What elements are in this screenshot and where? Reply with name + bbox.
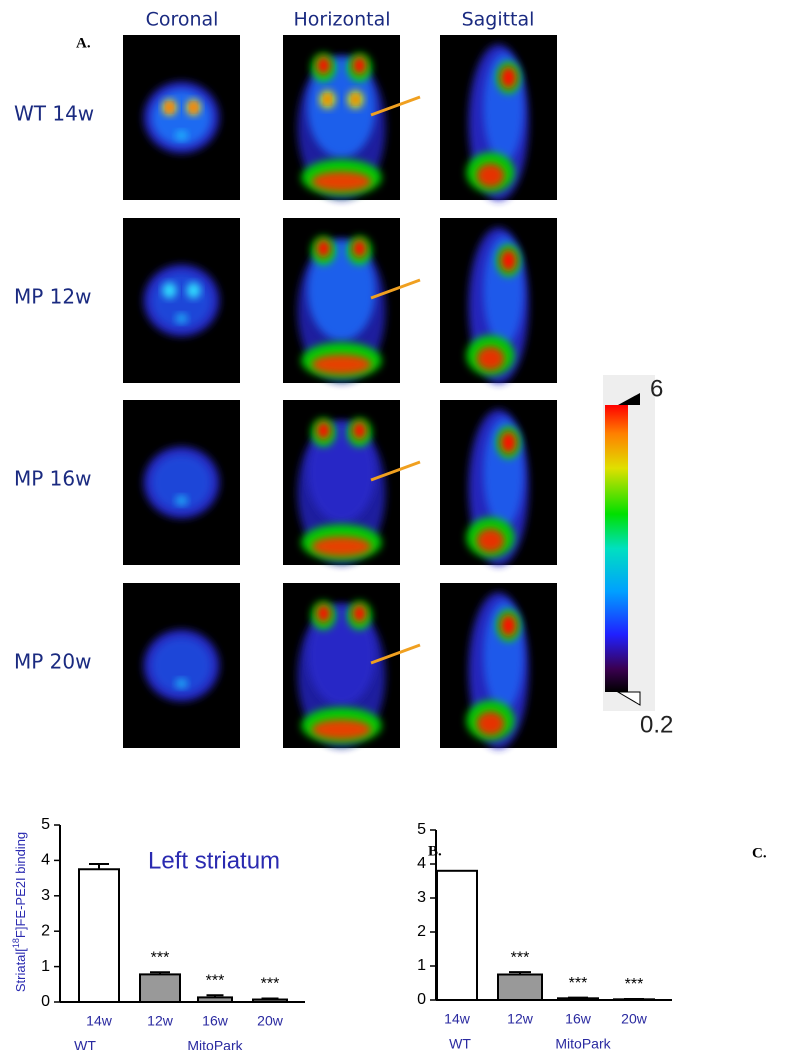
x-tick-label: 12w [507, 1011, 534, 1027]
colorbar-min: 0.2 [640, 711, 673, 738]
y-tick-label: 1 [41, 958, 50, 975]
significance: *** [206, 972, 225, 989]
uptake [476, 163, 505, 188]
y-tick-label: 0 [417, 991, 426, 1008]
y-tick-label: 3 [417, 889, 426, 906]
uptake [476, 346, 505, 371]
uptake [500, 431, 517, 454]
y-axis-label-part: Striatal[ [13, 948, 28, 992]
x-tick-label: 20w [257, 1013, 284, 1029]
bar [436, 869, 478, 1001]
uptake [307, 422, 376, 523]
colorbar-marker [618, 393, 640, 405]
uptake [311, 354, 372, 375]
uptake [352, 56, 367, 75]
uptake [151, 454, 212, 511]
uptake [190, 103, 197, 112]
uptake [324, 95, 331, 104]
y-axis-label-part: 18 [11, 938, 21, 948]
uptake [500, 66, 517, 89]
row-label: MP 20w [14, 650, 91, 674]
uptake [476, 711, 505, 736]
uptake [500, 249, 517, 272]
uptake [316, 421, 331, 440]
panel-label: C. [752, 845, 767, 861]
row-label: MP 16w [14, 467, 91, 491]
panel-label: A. [76, 35, 91, 51]
uptake [316, 56, 331, 75]
significance: *** [625, 976, 644, 993]
bar [139, 973, 181, 1003]
uptake [175, 495, 188, 506]
significance: *** [569, 975, 588, 992]
arrow [370, 460, 421, 482]
y-tick-label: 3 [41, 887, 50, 904]
y-axis-label-part: F]FE-PE2I binding [13, 832, 28, 938]
uptake [311, 719, 372, 740]
group-label: WT [449, 1036, 471, 1050]
row-label: MP 12w [14, 285, 91, 309]
significance: *** [511, 949, 530, 966]
uptake [175, 678, 188, 689]
uptake [175, 130, 188, 141]
uptake [307, 57, 376, 158]
colorbar-max: 6 [650, 375, 663, 402]
colorbar [605, 405, 628, 692]
group-label: WT [74, 1038, 96, 1050]
uptake [186, 282, 201, 299]
arrow [370, 643, 421, 665]
x-tick-label: 12w [147, 1013, 174, 1029]
column-header: Horizontal [293, 9, 390, 31]
uptake [175, 313, 188, 324]
bar [497, 973, 543, 1001]
column-header: Coronal [146, 9, 219, 31]
y-tick-label: 1 [417, 957, 426, 974]
uptake [316, 239, 331, 258]
y-tick-label: 4 [417, 855, 426, 872]
uptake [352, 421, 367, 440]
bar [78, 868, 120, 1003]
x-tick-label: 14w [444, 1011, 471, 1027]
column-header: Sagittal [462, 9, 535, 31]
y-tick-label: 2 [417, 923, 426, 940]
uptake [307, 605, 376, 706]
y-tick-label: 5 [41, 816, 50, 833]
significance: *** [261, 976, 280, 993]
uptake [500, 614, 517, 637]
colorbar-marker [616, 691, 641, 706]
arrow [370, 95, 421, 117]
uptake [151, 637, 212, 694]
x-tick-label: 16w [202, 1013, 229, 1029]
group-label: MitoPark [187, 1038, 243, 1050]
significance: *** [151, 949, 170, 966]
uptake [162, 282, 177, 299]
chart-title: Left striatum [148, 847, 280, 874]
y-tick-label: 5 [417, 821, 426, 838]
uptake [476, 528, 505, 553]
group-label: MitoPark [555, 1036, 611, 1050]
y-tick-label: 4 [41, 852, 50, 869]
row-label: WT 14w [14, 102, 94, 126]
arrow [370, 278, 421, 300]
uptake [307, 240, 376, 341]
y-axis-label: Striatal[18F]FE-PE2I binding [11, 832, 28, 992]
uptake [316, 604, 331, 623]
x-tick-label: 14w [86, 1013, 113, 1029]
y-tick-label: 2 [41, 922, 50, 939]
y-tick-label: 0 [41, 993, 50, 1010]
uptake [311, 171, 372, 192]
uptake [352, 604, 367, 623]
pet-images [123, 35, 557, 749]
x-tick-label: 16w [565, 1011, 592, 1027]
uptake [352, 239, 367, 258]
uptake [352, 95, 359, 104]
x-tick-label: 20w [621, 1011, 648, 1027]
uptake [311, 536, 372, 557]
uptake [166, 103, 173, 112]
